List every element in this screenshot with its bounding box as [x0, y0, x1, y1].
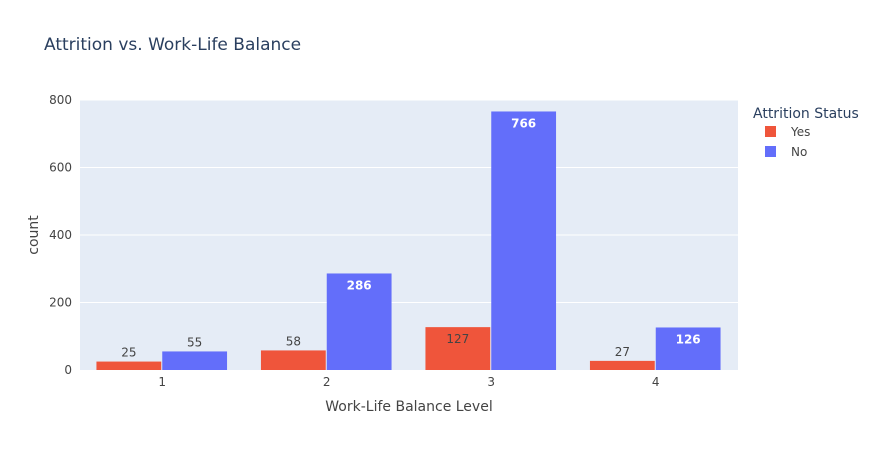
- bar-yes-1: [96, 361, 162, 370]
- x-tick-label: 1: [158, 375, 166, 389]
- legend-swatch-yes: [765, 126, 776, 137]
- bar-value-label: 55: [187, 335, 202, 349]
- y-tick-label: 0: [64, 363, 72, 377]
- bar-yes-2: [260, 350, 326, 370]
- x-tick-label: 4: [652, 375, 660, 389]
- chart-title: Attrition vs. Work-Life Balance: [44, 35, 301, 55]
- bar-yes-4: [589, 360, 655, 370]
- x-tick-label: 2: [323, 375, 331, 389]
- y-tick-label: 600: [49, 161, 72, 175]
- bar-no-4: [655, 327, 721, 370]
- bar-no-1: [162, 351, 228, 370]
- legend-swatch-no: [765, 146, 776, 157]
- y-axis-ticks: 0 200 400 600 800: [49, 93, 72, 377]
- legend-title: Attrition Status: [753, 106, 859, 122]
- bar-value-label: 58: [286, 334, 301, 348]
- bar-value-label: 126: [676, 332, 701, 346]
- bar-yes-3: [425, 327, 491, 370]
- bars: [96, 111, 721, 370]
- bar-value-label: 27: [615, 345, 630, 359]
- bar-value-label: 127: [446, 332, 469, 346]
- x-axis-label: Work-Life Balance Level: [325, 399, 492, 415]
- bar-value-label: 25: [121, 346, 136, 360]
- legend: Attrition Status Yes No: [753, 106, 859, 159]
- legend-label-yes: Yes: [790, 125, 810, 139]
- bar-value-label: 766: [511, 116, 536, 130]
- bar-no-2: [326, 273, 392, 370]
- y-axis-label: count: [26, 215, 42, 255]
- x-axis-ticks: 1 2 3 4: [158, 375, 659, 389]
- bar-data-labels: 25 55 58 286 127 766 27 126: [121, 116, 700, 359]
- gridlines: [80, 99, 738, 303]
- bar-value-label: 286: [347, 278, 372, 292]
- bar-no-3: [491, 111, 557, 370]
- y-tick-label: 400: [49, 228, 72, 242]
- legend-label-no: No: [791, 145, 807, 159]
- y-tick-label: 800: [49, 93, 72, 107]
- legend-items: Yes No: [765, 125, 810, 159]
- y-tick-label: 200: [49, 296, 72, 310]
- x-tick-label: 3: [487, 375, 495, 389]
